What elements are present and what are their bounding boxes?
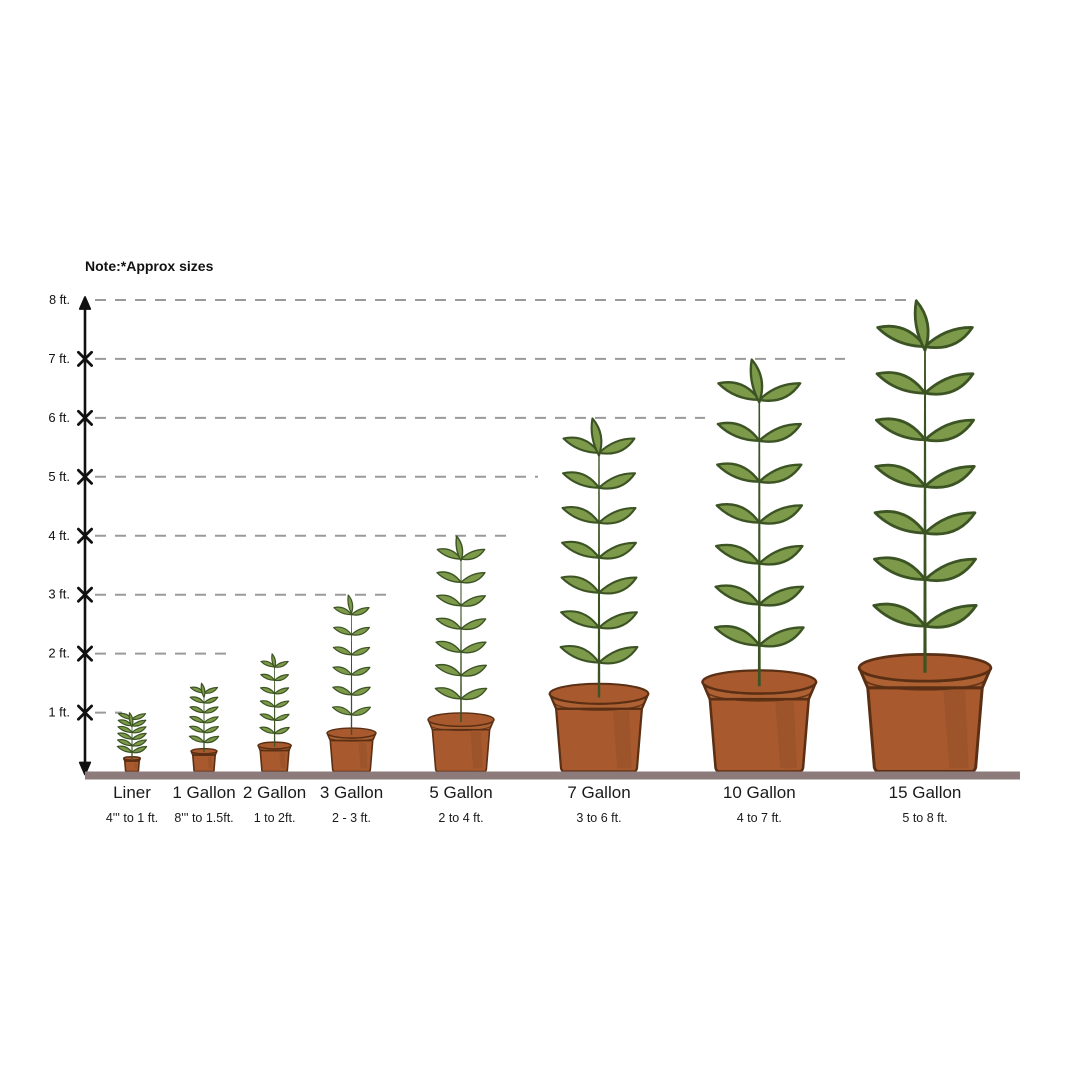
svg-text:4 ft.: 4 ft. xyxy=(48,528,70,543)
svg-text:3 Gallon: 3 Gallon xyxy=(320,783,383,802)
svg-text:1 to 2ft.: 1 to 2ft. xyxy=(254,811,296,825)
svg-text:2 ft.: 2 ft. xyxy=(48,646,70,661)
svg-text:5 ft.: 5 ft. xyxy=(48,469,70,484)
svg-text:8''' to 1.5ft.: 8''' to 1.5ft. xyxy=(174,811,233,825)
svg-text:3 to 6 ft.: 3 to 6 ft. xyxy=(576,811,621,825)
svg-text:Note:*Approx sizes: Note:*Approx sizes xyxy=(85,258,214,274)
svg-text:5 to 8 ft.: 5 to 8 ft. xyxy=(902,811,947,825)
svg-text:1 Gallon: 1 Gallon xyxy=(172,783,235,802)
svg-text:3 ft.: 3 ft. xyxy=(48,587,70,602)
svg-text:7 ft.: 7 ft. xyxy=(48,351,70,366)
svg-text:10 Gallon: 10 Gallon xyxy=(723,783,796,802)
svg-text:8 ft.: 8 ft. xyxy=(49,293,70,307)
svg-text:2 Gallon: 2 Gallon xyxy=(243,783,306,802)
svg-text:15 Gallon: 15 Gallon xyxy=(889,783,962,802)
svg-text:4 to 7 ft.: 4 to 7 ft. xyxy=(737,811,782,825)
svg-text:7 Gallon: 7 Gallon xyxy=(567,783,630,802)
svg-text:2 to 4 ft.: 2 to 4 ft. xyxy=(438,811,483,825)
svg-text:5 Gallon: 5 Gallon xyxy=(429,783,492,802)
svg-text:Liner: Liner xyxy=(113,783,151,802)
svg-text:1 ft.: 1 ft. xyxy=(48,705,70,720)
svg-text:4''' to 1 ft.: 4''' to 1 ft. xyxy=(106,811,158,825)
svg-text:2 - 3 ft.: 2 - 3 ft. xyxy=(332,811,371,825)
svg-text:6 ft.: 6 ft. xyxy=(48,410,70,425)
